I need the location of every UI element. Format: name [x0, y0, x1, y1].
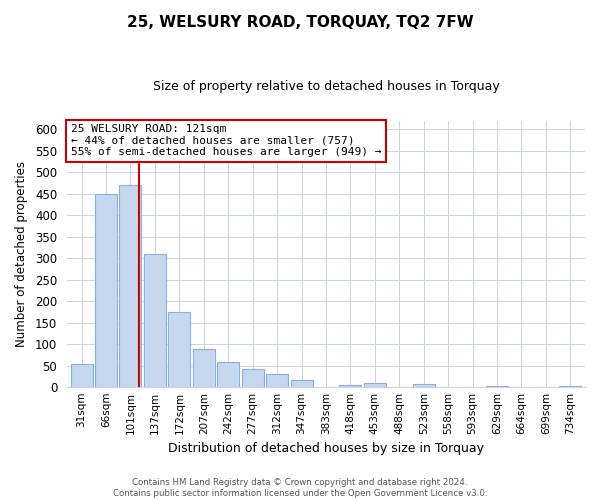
Bar — [217, 362, 239, 388]
Bar — [242, 370, 263, 388]
Text: 25, WELSURY ROAD, TORQUAY, TQ2 7FW: 25, WELSURY ROAD, TORQUAY, TQ2 7FW — [127, 15, 473, 30]
Bar — [193, 348, 215, 388]
Bar — [144, 254, 166, 388]
X-axis label: Distribution of detached houses by size in Torquay: Distribution of detached houses by size … — [168, 442, 484, 455]
Bar — [119, 185, 142, 388]
Bar — [340, 385, 361, 388]
Title: Size of property relative to detached houses in Torquay: Size of property relative to detached ho… — [152, 80, 499, 93]
Y-axis label: Number of detached properties: Number of detached properties — [15, 161, 28, 347]
Bar — [559, 386, 581, 388]
Bar — [71, 364, 92, 388]
Bar — [169, 312, 190, 388]
Text: 25 WELSURY ROAD: 121sqm
← 44% of detached houses are smaller (757)
55% of semi-d: 25 WELSURY ROAD: 121sqm ← 44% of detache… — [71, 124, 381, 157]
Bar — [290, 380, 313, 388]
Text: Contains HM Land Registry data © Crown copyright and database right 2024.
Contai: Contains HM Land Registry data © Crown c… — [113, 478, 487, 498]
Bar — [486, 386, 508, 388]
Bar — [364, 383, 386, 388]
Bar — [413, 384, 435, 388]
Bar — [95, 194, 117, 388]
Bar — [266, 374, 288, 388]
